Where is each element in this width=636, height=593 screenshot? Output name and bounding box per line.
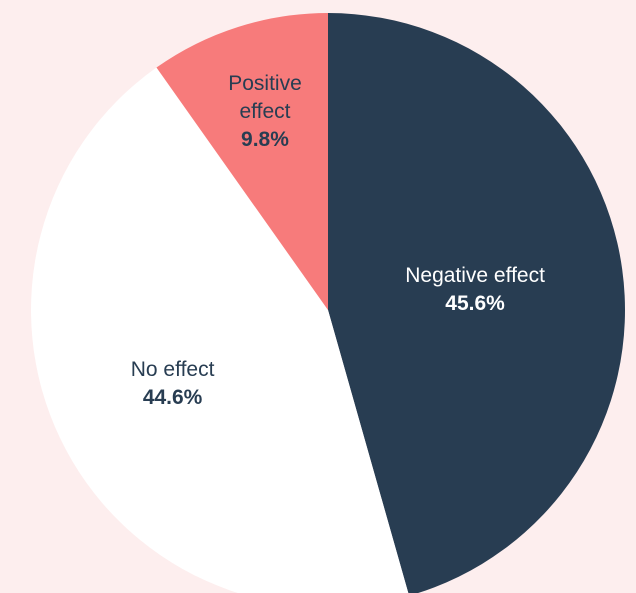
slice-label: Positive effect 9.8% [210, 70, 320, 154]
pie-slice [156, 13, 328, 310]
value-label: 44.6% [142, 386, 203, 410]
category-label: No effect [130, 358, 215, 382]
slice-label: Negative effect 45.6% [355, 262, 595, 318]
value-label: 9.8% [241, 127, 289, 151]
category-label: Positive effect [228, 71, 302, 123]
pie-slice [328, 13, 625, 593]
pie-slice [31, 67, 409, 593]
category-label: Negative effect [405, 263, 545, 287]
value-label: 45.6% [445, 291, 505, 315]
slice-label: No effect 44.6% [93, 356, 253, 412]
